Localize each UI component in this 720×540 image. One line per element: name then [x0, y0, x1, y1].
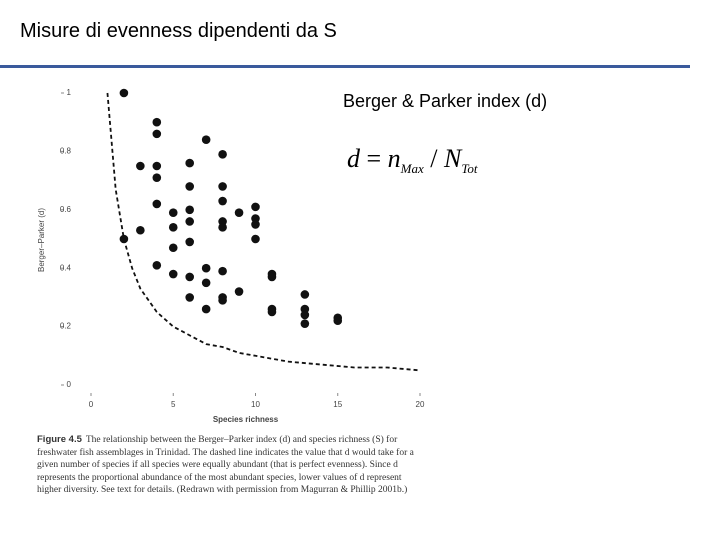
caption-text: The relationship between the Berger–Park…: [37, 435, 414, 495]
point: [201, 278, 211, 288]
formula-part: =: [366, 144, 382, 173]
point: [136, 225, 145, 235]
point: [168, 208, 178, 218]
formula-part: n: [387, 144, 401, 173]
formula-part: N: [444, 144, 462, 173]
point: [201, 263, 211, 273]
point: [218, 223, 227, 232]
caption: Figure 4.5 The relationship between the B…: [37, 434, 417, 497]
formula-part: d: [347, 144, 360, 173]
point: [267, 307, 277, 317]
x-tick-label: 10: [251, 400, 260, 409]
point: [185, 182, 194, 191]
point: [136, 161, 145, 171]
point: [185, 237, 194, 247]
point: [201, 304, 211, 314]
point: [152, 161, 162, 171]
y-tick-label: 0: [67, 380, 72, 389]
y-tick-label: 0.8: [60, 147, 72, 156]
formula-part: Tot: [461, 161, 478, 177]
point: [185, 217, 194, 226]
point: [234, 287, 244, 296]
x-axis-label: Species richness: [213, 415, 279, 424]
formula: d = nMax / NTot: [347, 144, 478, 177]
point: [185, 293, 194, 302]
point: [300, 319, 310, 328]
formula-part: /: [430, 144, 438, 173]
point: [234, 208, 244, 218]
point: [152, 260, 162, 270]
point: [218, 150, 227, 159]
point: [218, 182, 227, 191]
point: [218, 266, 227, 276]
point: [267, 272, 277, 282]
y-tick-label: 1: [67, 88, 72, 97]
point: [251, 234, 260, 244]
slide-title: Misure di evenness dipendenti da S: [20, 20, 337, 42]
title-rule: [0, 65, 690, 68]
point: [168, 243, 178, 253]
point: [251, 202, 260, 212]
point: [185, 205, 194, 215]
point: [185, 272, 194, 282]
point: [218, 296, 227, 305]
point: [185, 158, 194, 168]
y-tick-label: 0.2: [60, 322, 72, 331]
point: [152, 173, 162, 182]
subtitle: Berger & Parker index (d): [343, 91, 548, 111]
reference-line: [106, 92, 421, 372]
point: [119, 88, 129, 98]
x-tick-label: 0: [89, 400, 94, 409]
point: [201, 135, 211, 145]
point: [152, 199, 162, 209]
point: [300, 310, 310, 320]
y-tick-label: 0.4: [60, 263, 72, 272]
point: [168, 223, 178, 232]
caption-label: Figure 4.5: [37, 434, 82, 445]
y-axis-label: Berger–Parker (d): [37, 208, 46, 272]
x-tick-label: 15: [333, 400, 342, 409]
point: [251, 220, 260, 229]
point: [300, 290, 310, 299]
point: [333, 316, 343, 326]
point: [152, 129, 162, 139]
point: [218, 196, 227, 206]
y-tick-label: 0.6: [60, 205, 72, 214]
formula-part: Max: [400, 161, 424, 177]
point: [168, 269, 178, 279]
point: [152, 117, 162, 127]
x-tick-label: 20: [416, 400, 425, 409]
x-tick-label: 5: [171, 400, 176, 409]
